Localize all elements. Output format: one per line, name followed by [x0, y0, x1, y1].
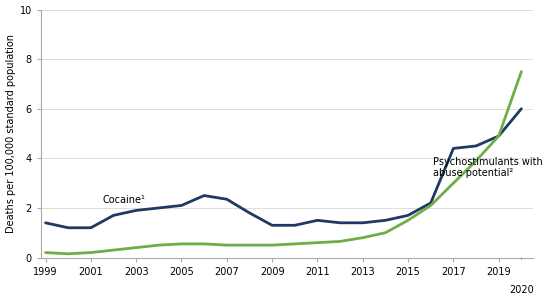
- Text: Psychostimulants with
abuse potential²: Psychostimulants with abuse potential²: [433, 157, 543, 178]
- Text: 2020: 2020: [509, 285, 534, 295]
- Y-axis label: Deaths per 100,000 standard population: Deaths per 100,000 standard population: [6, 34, 16, 233]
- Text: Cocaine¹: Cocaine¹: [102, 196, 145, 205]
